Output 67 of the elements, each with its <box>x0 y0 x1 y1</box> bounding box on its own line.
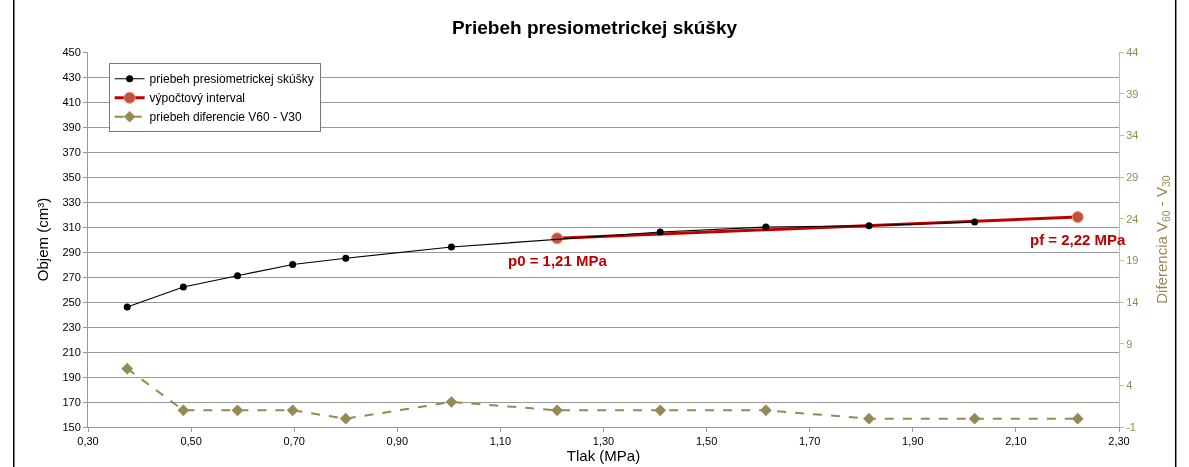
legend-label: priebeh presiometrickej skúšky <box>149 72 314 87</box>
x-tick-label: 1,10 <box>489 435 512 448</box>
point <box>179 283 187 291</box>
x-tick-label: 1,30 <box>592 435 615 448</box>
y2-tick-label: -1 <box>1126 420 1136 433</box>
point <box>177 404 190 417</box>
y-tick-label: 370 <box>62 145 81 158</box>
y-tick-label: 150 <box>62 420 81 433</box>
point <box>1071 412 1084 425</box>
y-tick-label: 430 <box>62 70 81 83</box>
x-tick-label: 0,50 <box>180 435 202 448</box>
point <box>123 303 131 311</box>
point <box>342 254 350 262</box>
y2-tick-label: 19 <box>1126 254 1139 267</box>
x-tick-label: 0,30 <box>77 435 99 448</box>
point <box>863 412 875 425</box>
annotation: p0 = 1,21 MPa <box>508 252 608 269</box>
legend-label: priebeh diferencie V60 - V30 <box>149 110 303 125</box>
x-tick-label: 2,10 <box>1005 435 1027 448</box>
point <box>865 222 873 230</box>
y2-tick-label: 4 <box>1126 379 1133 392</box>
y2-tick-label: 24 <box>1126 212 1139 225</box>
y2-tick-label: 14 <box>1126 295 1139 308</box>
point <box>445 396 458 408</box>
point <box>286 404 299 417</box>
x-tick-label: 0,70 <box>283 435 305 448</box>
chart-title: Priebeh presiometrickej skúšky <box>451 17 738 39</box>
y2-tick-label: 9 <box>1126 337 1133 350</box>
point <box>968 412 981 425</box>
x-tick-label: 0,90 <box>386 435 409 448</box>
point <box>971 218 979 226</box>
y2-tick-label: 44 <box>1126 45 1139 58</box>
y-tick-label: 170 <box>62 395 81 408</box>
y-tick-label: 250 <box>62 295 81 308</box>
point <box>551 404 563 417</box>
x-tick-label: 1,50 <box>695 435 718 448</box>
x-tick-label: 2,30 <box>1108 435 1130 448</box>
y2-tick-label: 39 <box>1126 87 1139 100</box>
y-tick-label: 230 <box>62 320 81 333</box>
y-tick-label: 410 <box>62 95 81 108</box>
point <box>231 404 244 417</box>
y-tick-label: 330 <box>62 195 81 208</box>
y-tick-label: 290 <box>62 245 81 258</box>
point <box>656 228 664 236</box>
y-axis-title: Objem (cm³) <box>34 197 51 282</box>
point <box>234 272 241 280</box>
y-tick-label: 190 <box>62 370 81 383</box>
point <box>447 243 455 251</box>
y-tick-label: 310 <box>62 220 81 233</box>
point <box>654 404 667 417</box>
point <box>762 223 770 231</box>
y-tick-label: 210 <box>62 345 81 358</box>
point <box>289 261 297 268</box>
y-tick-label: 270 <box>62 270 81 283</box>
x-tick-label: 1,70 <box>798 435 821 448</box>
y-tick-label: 450 <box>62 45 81 58</box>
legend-label: výpočtový interval <box>149 91 245 106</box>
y2-tick-label: 29 <box>1126 170 1139 183</box>
point <box>760 404 772 417</box>
y-tick-label: 390 <box>62 120 81 133</box>
y2-tick-label: 34 <box>1126 129 1139 142</box>
y-tick-label: 350 <box>62 170 81 183</box>
point <box>121 362 134 375</box>
point <box>339 412 352 425</box>
annotation: pf = 2,22 MPa <box>1030 231 1127 248</box>
x-tick-label: 1,90 <box>902 435 924 448</box>
x-axis-title: Tlak (MPa) <box>566 447 641 465</box>
